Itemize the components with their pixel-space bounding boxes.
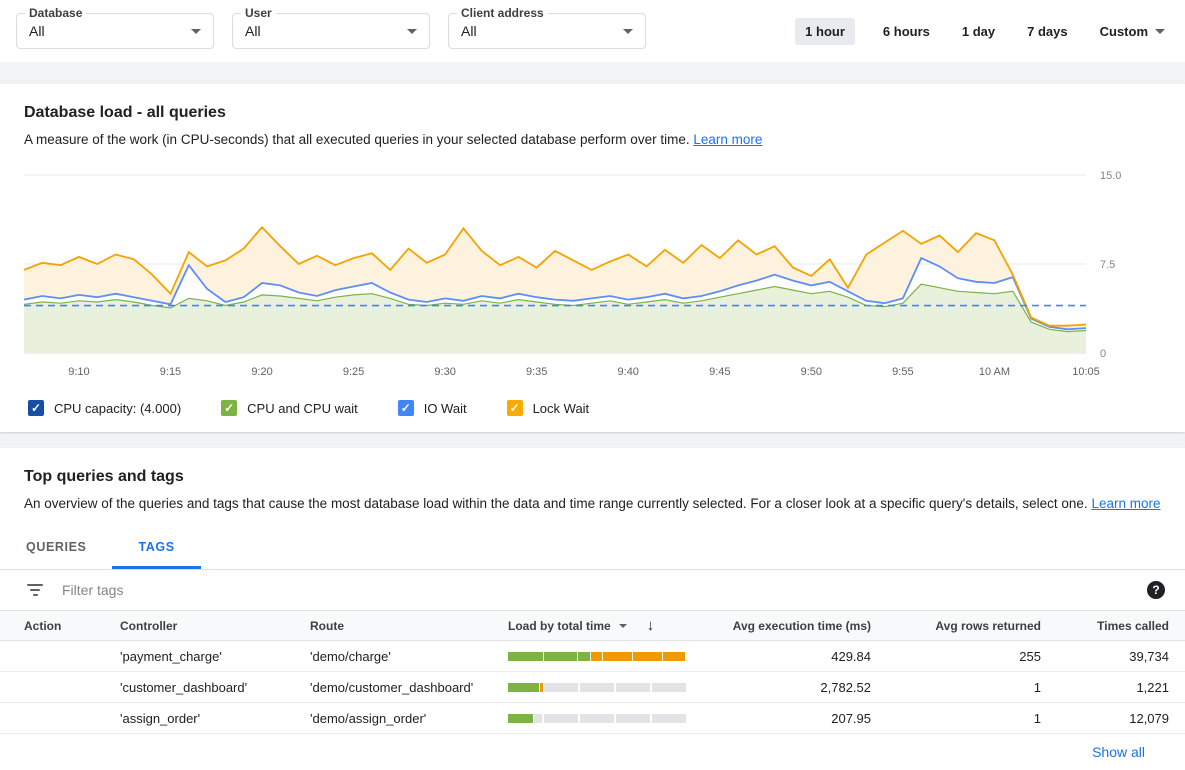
legend-cpu-and-cpu-wait[interactable]: ✓ CPU and CPU wait [221,400,358,416]
cell-avg-execution-time: 207.95 [831,710,871,726]
filter-tags-bar: ? [0,570,1185,611]
load-bar [508,651,688,661]
time-range-selector: 1 hour 6 hours 1 day 7 days Custom [795,17,1169,45]
database-filter-select[interactable]: Database All [16,6,214,49]
cell-controller: 'customer_dashboard' [120,679,248,695]
chevron-down-icon [623,28,633,34]
svg-text:0: 0 [1100,348,1106,360]
database-load-card: Database load - all queries A measure of… [0,84,1185,432]
user-filter-select[interactable]: User All [232,6,430,49]
cell-controller: 'payment_charge' [120,648,222,664]
svg-text:9:55: 9:55 [892,366,913,378]
svg-text:9:45: 9:45 [709,366,730,378]
database-load-chart: 15.0 7.5 0 9:10 9:15 9:20 9:25 9:30 9:35 9:40 9:45… [23,170,1121,378]
checkbox-checked-icon[interactable]: ✓ [221,400,238,416]
legend-io-wait[interactable]: ✓ IO Wait [397,400,467,416]
help-icon[interactable]: ? [1147,581,1165,599]
svg-text:9:35: 9:35 [526,366,547,378]
cell-route: 'demo/charge' [310,648,391,664]
chevron-down-icon [618,623,627,628]
legend-io-wait-label: IO Wait [423,400,467,416]
top-queries-card: Top queries and tags An overview of the … [0,448,1185,770]
table-row[interactable]: 'customer_dashboard' 'demo/customer_dash… [0,672,1185,703]
table-row[interactable]: 'payment_charge' 'demo/charge' 429.84 25… [0,641,1185,672]
legend-cpu-and-cpu-wait-label: CPU and CPU wait [247,400,358,416]
time-range-1-day[interactable]: 1 day [961,23,996,39]
tab-tags[interactable]: TAGS [112,525,200,569]
top-queries-title: Top queries and tags [24,468,184,485]
sort-descending-icon: ↓ [646,617,655,634]
cell-avg-rows-returned: 1 [1033,710,1041,726]
cell-times-called: 1,221 [1136,679,1169,695]
load-bar [508,713,688,723]
cell-avg-execution-time: 2,782.52 [820,679,871,695]
filters-bar: Database All User All Client address All… [0,0,1185,62]
client-address-filter-label: Client address [457,6,548,20]
load-bar [508,682,688,692]
cell-avg-rows-returned: 1 [1033,679,1041,695]
table-header: Action Controller Route Load by total ti… [0,611,1185,641]
table-row[interactable]: 'assign_order' 'demo/assign_order' 207.9… [0,703,1185,734]
chevron-down-icon [407,28,417,34]
cell-controller: 'assign_order' [120,710,201,726]
svg-text:9:50: 9:50 [801,366,822,378]
svg-text:9:30: 9:30 [434,366,455,378]
svg-text:10 AM: 10 AM [979,366,1010,378]
column-controller: Controller [120,618,178,633]
table-footer: Show all [0,734,1185,770]
database-filter-label: Database [25,6,87,20]
legend-cpu-capacity-label: CPU capacity: (4.000) [54,400,182,416]
client-address-filter-value: All [461,23,477,39]
database-load-title: Database load - all queries [24,104,226,121]
filter-tags-input[interactable] [60,581,1131,599]
checkbox-checked-icon[interactable]: ✓ [397,400,414,416]
cell-route: 'demo/assign_order' [310,710,427,726]
cell-route: 'demo/customer_dashboard' [310,679,474,695]
svg-text:10:05: 10:05 [1072,366,1100,378]
user-filter-label: User [241,6,276,20]
svg-text:9:20: 9:20 [251,366,272,378]
cell-times-called: 12,079 [1129,710,1169,726]
checkbox-checked-icon[interactable]: ✓ [506,400,523,416]
column-avg-execution-time: Avg execution time (ms) [732,618,871,633]
column-times-called: Times called [1097,618,1169,633]
legend-lock-wait-label: Lock Wait [532,400,590,416]
time-range-custom[interactable]: Custom [1096,18,1169,45]
chevron-down-icon [1155,28,1165,34]
column-action: Action [24,618,62,633]
cell-times-called: 39,734 [1129,648,1169,664]
column-avg-rows-returned: Avg rows returned [935,618,1041,633]
queries-tags-tabs: QUERIES TAGS [0,525,1185,570]
chart-legend: ✓ CPU capacity: (4.000) ✓ CPU and CPU wa… [0,386,1185,432]
time-range-6-hours[interactable]: 6 hours [882,23,930,39]
cell-avg-execution-time: 429.84 [831,648,871,664]
column-load-by-total-time-label: Load by total time [508,618,611,633]
learn-more-link[interactable]: Learn more [693,132,763,147]
show-all-link[interactable]: Show all [1092,744,1145,760]
svg-text:7.5: 7.5 [1100,259,1115,271]
svg-text:9:25: 9:25 [343,366,364,378]
column-load-by-total-time[interactable]: Load by total time ↓ [508,617,718,634]
time-range-1-hour[interactable]: 1 hour [795,17,855,45]
legend-lock-wait[interactable]: ✓ Lock Wait [506,400,590,416]
cell-avg-rows-returned: 255 [1019,648,1041,664]
svg-text:9:40: 9:40 [618,366,639,378]
checkbox-checked-icon[interactable]: ✓ [28,400,44,416]
database-load-description: A measure of the work (in CPU-seconds) t… [24,132,690,147]
learn-more-link[interactable]: Learn more [1091,496,1161,511]
time-range-custom-label: Custom [1099,23,1148,39]
database-filter-value: All [29,23,45,39]
svg-text:9:10: 9:10 [68,366,89,378]
chevron-down-icon [191,28,201,34]
tab-queries[interactable]: QUERIES [26,540,87,554]
svg-text:15.0: 15.0 [1100,170,1121,182]
legend-cpu-capacity[interactable]: ✓ CPU capacity: (4.000) [28,400,181,416]
client-address-filter-select[interactable]: Client address All [448,6,646,49]
svg-text:9:15: 9:15 [160,366,181,378]
top-queries-description: An overview of the queries and tags that… [24,496,1088,511]
time-range-7-days[interactable]: 7 days [1027,23,1068,39]
column-route: Route [310,618,344,633]
user-filter-value: All [245,23,261,39]
filter-icon [26,584,44,596]
